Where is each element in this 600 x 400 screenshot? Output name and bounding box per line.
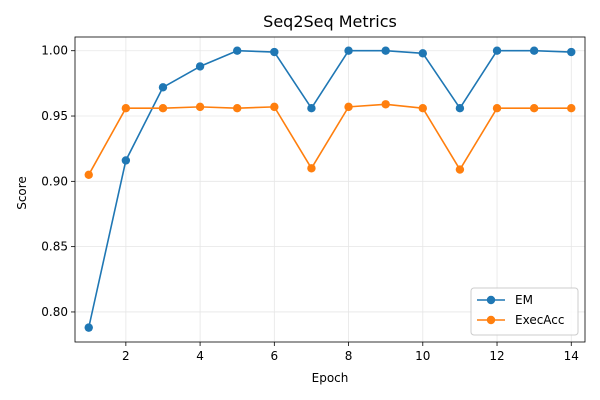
y-axis-label: Score (15, 176, 29, 210)
y-tick-label: 0.80 (41, 305, 68, 319)
data-point (158, 83, 168, 92)
legend-entry-execacc: ExecAcc (477, 313, 565, 327)
data-point (121, 156, 131, 165)
data-point (529, 46, 539, 55)
data-point (307, 164, 316, 173)
y-tick-label: 0.85 (41, 240, 68, 254)
data-point (344, 46, 353, 55)
x-tick-label: 2 (122, 349, 130, 363)
series-em (84, 46, 576, 332)
y-tick-label: 0.90 (41, 174, 68, 188)
x-tick-label: 6 (271, 349, 279, 363)
data-point (84, 323, 93, 332)
data-point (567, 47, 576, 57)
data-point (418, 49, 427, 58)
data-point (567, 103, 576, 113)
data-point (84, 170, 93, 180)
data-point (233, 46, 242, 55)
x-tick-label: 8 (345, 349, 353, 363)
x-tick-label: 12 (489, 349, 504, 363)
data-point (195, 102, 205, 112)
legend-label: EM (515, 293, 533, 307)
data-point (158, 103, 168, 113)
series-line (87, 49, 572, 328)
series-execacc (84, 100, 576, 180)
data-point (455, 103, 465, 113)
data-point (121, 103, 131, 113)
data-point (492, 103, 502, 113)
x-tick-label: 10 (415, 349, 430, 363)
y-tick-label: 0.95 (41, 109, 68, 123)
data-point (455, 165, 465, 174)
legend-label: ExecAcc (515, 313, 565, 327)
data-point (492, 46, 502, 55)
legend-marker (486, 315, 496, 325)
data-point (195, 62, 205, 71)
series-line (88, 103, 572, 176)
grid (75, 37, 585, 342)
data-point (307, 103, 316, 113)
y-tick-label: 1.00 (41, 44, 68, 58)
y-axis: 0.80 0.85 0.90 0.95 1.00 (41, 44, 75, 319)
legend-entry-em: EM (477, 293, 533, 307)
data-point (418, 103, 427, 113)
data-point (270, 47, 279, 57)
plot-frame (74, 36, 586, 343)
legend: EM ExecAcc (470, 287, 579, 336)
chart-title: Seq2Seq Metrics (263, 12, 397, 31)
x-axis: 2 4 6 8 10 12 14 (122, 342, 579, 363)
legend-marker (486, 295, 496, 305)
x-axis-label: Epoch (312, 371, 349, 385)
x-tick-label: 4 (196, 349, 204, 363)
data-point (344, 102, 353, 112)
data-point (381, 46, 390, 55)
data-point (529, 103, 539, 113)
data-point (233, 103, 242, 113)
data-point (381, 100, 390, 109)
x-tick-label: 14 (564, 349, 579, 363)
series-layer (84, 46, 576, 332)
data-point (270, 102, 279, 112)
